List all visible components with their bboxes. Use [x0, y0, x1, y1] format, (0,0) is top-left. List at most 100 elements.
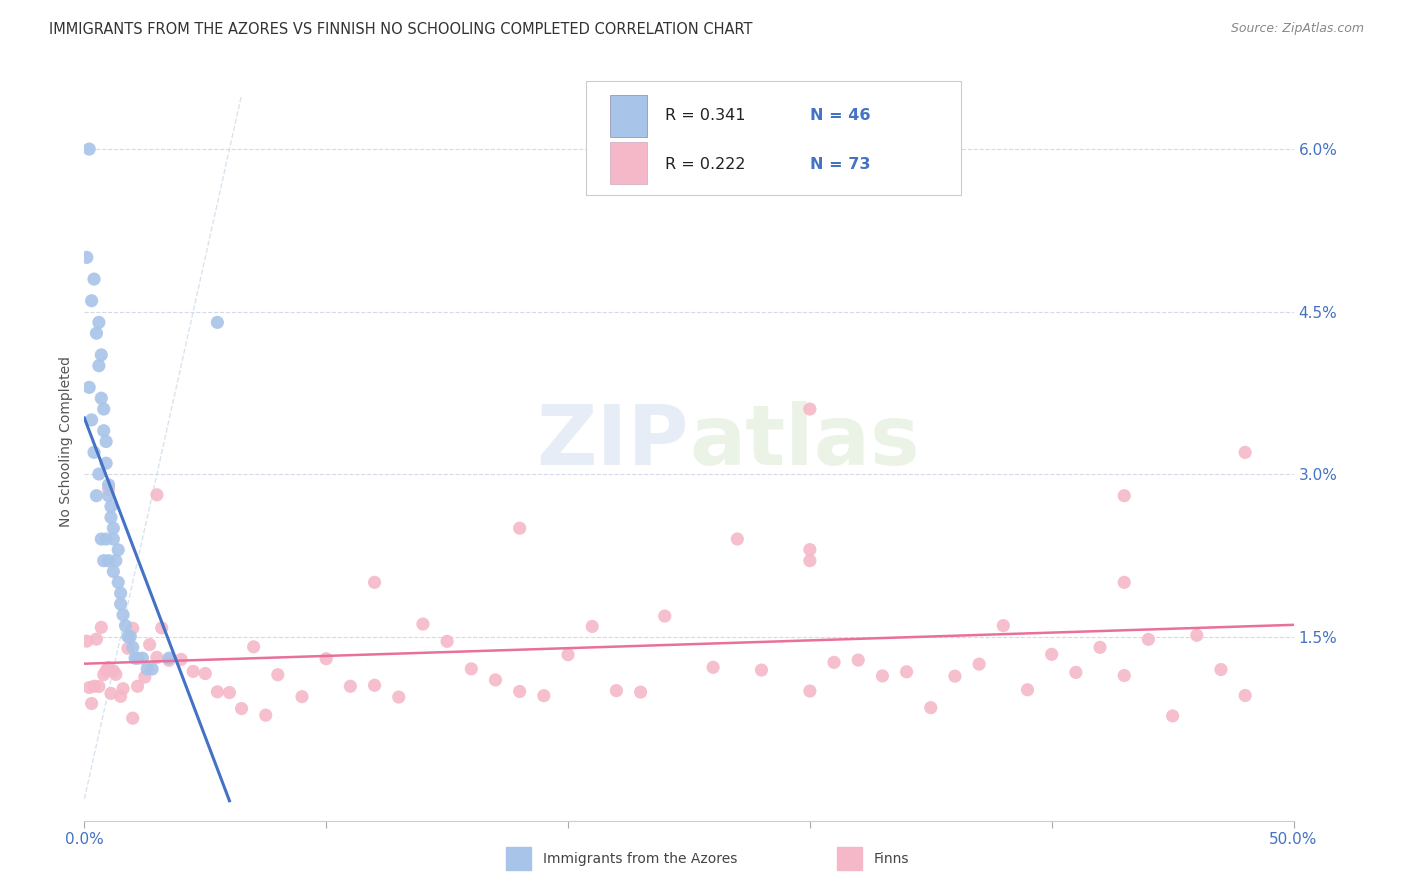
Text: N = 73: N = 73 [810, 157, 870, 172]
Point [110, 586, 132, 600]
Point [146, 488, 169, 502]
Point [339, 679, 361, 693]
Point [77, 681, 100, 695]
Point [93, 667, 115, 681]
Point [460, 662, 482, 676]
Point [150, 621, 173, 635]
Point [114, 618, 136, 632]
Point [751, 663, 773, 677]
Point [1017, 682, 1039, 697]
Point [97, 660, 120, 674]
Point [138, 638, 160, 652]
Point [83, 679, 105, 693]
Point [86, 326, 108, 341]
Point [76, 251, 98, 265]
Point [87, 680, 110, 694]
Point [702, 660, 724, 674]
Point [207, 685, 229, 699]
Point [267, 667, 290, 681]
Point [254, 708, 277, 723]
Point [725, 532, 748, 546]
Text: Finns: Finns [873, 852, 908, 865]
Point [127, 651, 149, 665]
Point [121, 711, 143, 725]
Point [94, 434, 117, 449]
Point [1114, 668, 1136, 682]
Point [93, 424, 115, 438]
Point [131, 651, 153, 665]
Point [94, 532, 117, 546]
Point [86, 632, 108, 647]
Point [388, 690, 411, 704]
Point [1234, 689, 1257, 703]
Point [87, 359, 110, 373]
Point [121, 640, 143, 655]
Point [630, 685, 652, 699]
Point [170, 652, 193, 666]
Point [509, 521, 531, 535]
Point [80, 293, 103, 308]
Point [87, 467, 110, 481]
Point [1114, 575, 1136, 590]
Point [1234, 445, 1257, 459]
Point [654, 609, 676, 624]
Text: Immigrants from the Azores: Immigrants from the Azores [543, 852, 737, 865]
Point [799, 554, 821, 568]
Point [509, 684, 531, 698]
Point [146, 650, 169, 665]
Point [124, 651, 146, 665]
Bar [610, 142, 647, 184]
Point [194, 666, 217, 681]
Point [97, 478, 120, 492]
Point [103, 532, 125, 546]
Point [90, 391, 112, 405]
Point [315, 651, 337, 665]
Point [100, 686, 122, 700]
Point [93, 402, 115, 417]
Point [242, 640, 264, 654]
Point [100, 510, 122, 524]
Point [80, 697, 103, 711]
Point [104, 667, 127, 681]
Point [107, 542, 129, 557]
Point [97, 483, 120, 497]
Point [80, 413, 103, 427]
Point [291, 690, 314, 704]
Point [1114, 489, 1136, 503]
Point [77, 142, 100, 156]
Point [920, 700, 942, 714]
Point [1185, 628, 1208, 642]
Point [872, 669, 894, 683]
Point [90, 532, 112, 546]
Text: IMMIGRANTS FROM THE AZORES VS FINNISH NO SCHOOLING COMPLETED CORRELATION CHART: IMMIGRANTS FROM THE AZORES VS FINNISH NO… [49, 22, 752, 37]
Y-axis label: No Schooling Completed: No Schooling Completed [59, 356, 73, 527]
Point [1040, 648, 1063, 662]
Point [993, 618, 1015, 632]
Point [97, 554, 120, 568]
Point [107, 575, 129, 590]
Point [136, 662, 159, 676]
Point [1209, 663, 1232, 677]
Point [110, 597, 132, 611]
Point [967, 657, 990, 672]
Point [117, 641, 139, 656]
Text: atlas: atlas [689, 401, 920, 482]
Point [484, 673, 506, 687]
Point [218, 685, 240, 699]
Point [86, 489, 108, 503]
Text: R = 0.222: R = 0.222 [665, 157, 745, 172]
Point [896, 665, 918, 679]
Point [181, 665, 204, 679]
Point [117, 630, 139, 644]
Point [94, 664, 117, 678]
Point [436, 634, 458, 648]
Point [823, 656, 845, 670]
Point [799, 542, 821, 557]
Point [104, 554, 127, 568]
Point [103, 521, 125, 535]
Point [76, 634, 98, 648]
Point [134, 670, 156, 684]
Point [1137, 632, 1160, 647]
Point [97, 489, 120, 503]
Point [157, 653, 180, 667]
